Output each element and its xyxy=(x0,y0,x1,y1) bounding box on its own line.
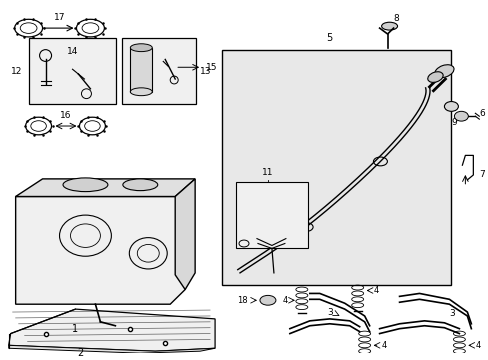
Ellipse shape xyxy=(63,178,108,192)
Text: 11: 11 xyxy=(262,168,273,177)
Ellipse shape xyxy=(130,44,152,51)
Text: 18: 18 xyxy=(237,296,247,305)
Text: 8: 8 xyxy=(393,14,399,23)
Text: 6: 6 xyxy=(479,109,484,118)
Ellipse shape xyxy=(381,22,397,30)
FancyBboxPatch shape xyxy=(130,48,152,92)
Text: 5: 5 xyxy=(326,33,332,43)
Ellipse shape xyxy=(427,72,442,82)
Text: 4: 4 xyxy=(381,341,386,350)
FancyBboxPatch shape xyxy=(222,50,450,285)
Polygon shape xyxy=(9,309,215,351)
Text: 14: 14 xyxy=(67,47,78,56)
Text: 16: 16 xyxy=(60,111,71,120)
Polygon shape xyxy=(175,179,195,289)
Text: 2: 2 xyxy=(77,348,83,358)
Text: 3: 3 xyxy=(326,307,332,316)
Ellipse shape xyxy=(453,111,468,121)
FancyBboxPatch shape xyxy=(122,38,196,104)
Text: 15: 15 xyxy=(205,63,217,72)
Text: 13: 13 xyxy=(200,67,211,76)
Ellipse shape xyxy=(130,88,152,96)
Ellipse shape xyxy=(260,296,275,305)
Text: 4: 4 xyxy=(474,341,480,350)
Text: 10: 10 xyxy=(262,210,273,219)
Polygon shape xyxy=(16,179,195,197)
FancyBboxPatch shape xyxy=(29,38,116,104)
Text: 7: 7 xyxy=(479,171,484,180)
Ellipse shape xyxy=(444,102,457,111)
Text: 9: 9 xyxy=(450,118,456,127)
Text: 4: 4 xyxy=(282,296,287,305)
Polygon shape xyxy=(9,345,215,353)
Text: 3: 3 xyxy=(448,310,454,319)
Ellipse shape xyxy=(434,65,453,78)
Polygon shape xyxy=(16,197,185,304)
Text: 12: 12 xyxy=(11,67,22,76)
FancyBboxPatch shape xyxy=(236,182,307,248)
Ellipse shape xyxy=(122,179,158,191)
Text: 1: 1 xyxy=(72,324,79,334)
Text: 17: 17 xyxy=(54,13,65,22)
Text: 4: 4 xyxy=(373,286,378,295)
